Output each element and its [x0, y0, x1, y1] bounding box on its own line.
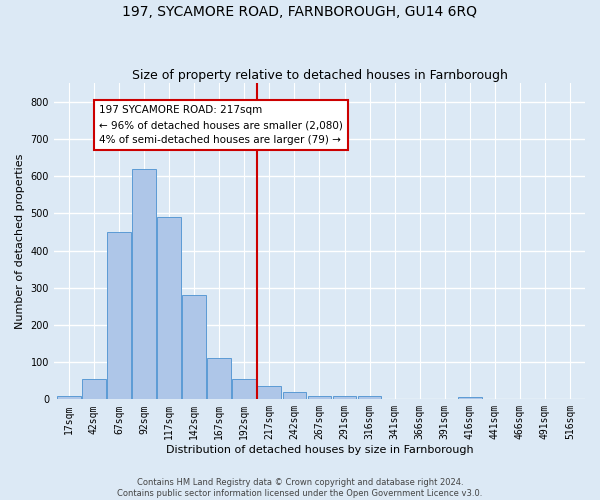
- Text: Contains HM Land Registry data © Crown copyright and database right 2024.
Contai: Contains HM Land Registry data © Crown c…: [118, 478, 482, 498]
- Bar: [107, 232, 131, 400]
- Bar: [308, 396, 331, 400]
- Bar: [257, 386, 281, 400]
- Bar: [182, 295, 206, 400]
- Bar: [283, 392, 307, 400]
- X-axis label: Distribution of detached houses by size in Farnborough: Distribution of detached houses by size …: [166, 445, 473, 455]
- Bar: [82, 379, 106, 400]
- Text: 197 SYCAMORE ROAD: 217sqm
← 96% of detached houses are smaller (2,080)
4% of sem: 197 SYCAMORE ROAD: 217sqm ← 96% of detac…: [99, 106, 343, 145]
- Bar: [157, 217, 181, 400]
- Y-axis label: Number of detached properties: Number of detached properties: [15, 154, 25, 329]
- Bar: [458, 398, 482, 400]
- Bar: [208, 358, 231, 400]
- Bar: [332, 396, 356, 400]
- Bar: [232, 379, 256, 400]
- Bar: [57, 396, 81, 400]
- Text: 197, SYCAMORE ROAD, FARNBOROUGH, GU14 6RQ: 197, SYCAMORE ROAD, FARNBOROUGH, GU14 6R…: [122, 5, 478, 19]
- Title: Size of property relative to detached houses in Farnborough: Size of property relative to detached ho…: [131, 69, 508, 82]
- Bar: [132, 168, 156, 400]
- Bar: [358, 396, 382, 400]
